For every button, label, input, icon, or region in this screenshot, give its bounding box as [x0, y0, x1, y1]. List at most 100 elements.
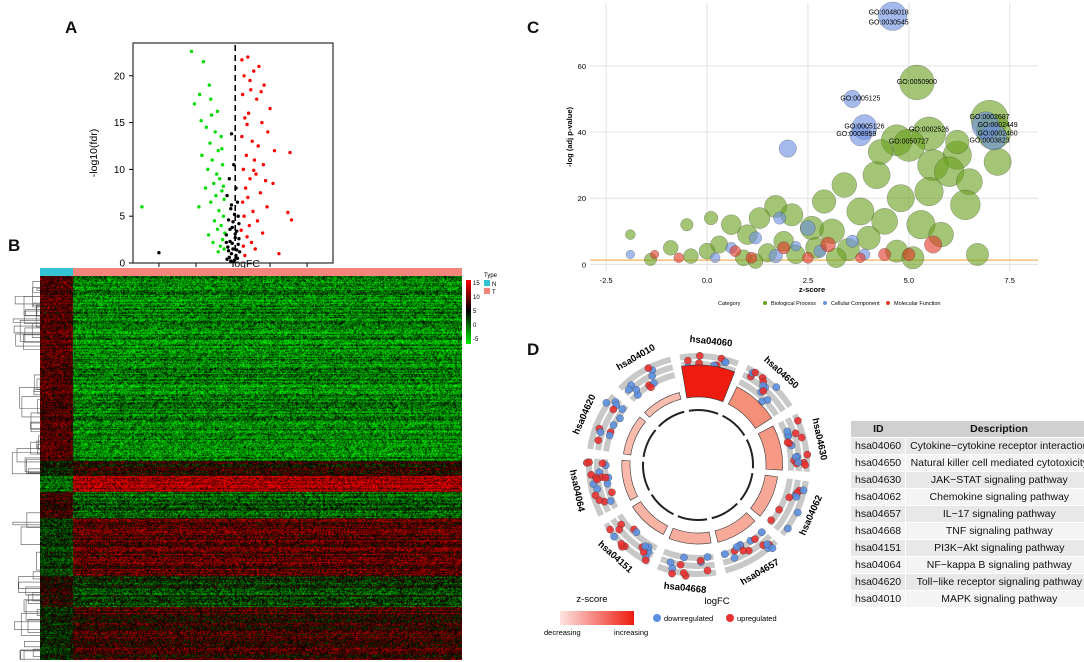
volcano-point-ns: [227, 255, 231, 260]
volcano-point-down: [219, 223, 223, 228]
volcano-point-ns: [226, 249, 231, 253]
sector-band: [603, 521, 651, 566]
table-cell-description: PI3K−Akt signaling pathway: [905, 539, 1084, 557]
dendrogram-branch: [27, 619, 44, 633]
gene-point: [594, 436, 603, 445]
zscore-bar: [632, 501, 669, 535]
volcano-point-up: [252, 69, 256, 73]
volcano-point-up: [266, 130, 270, 134]
go-bubble: [650, 249, 660, 259]
dendrogram-branch: [20, 649, 44, 660]
upregulated-label: upregulated: [737, 614, 777, 623]
dendrogram-branch: [32, 281, 44, 293]
dendrogram-branch: [23, 310, 44, 324]
go-bubble: [846, 197, 875, 226]
volcano-point-down: [140, 205, 144, 209]
go-legend-title: Category: [718, 301, 741, 307]
volcano-point-up: [248, 78, 252, 83]
volcano-point-down: [215, 109, 220, 114]
gene-point: [609, 405, 618, 414]
volcano-point-down: [211, 240, 215, 245]
legend-bp-swatch: [763, 301, 767, 305]
volcano-point-up: [259, 89, 263, 94]
go-bubble: [899, 64, 935, 100]
table-row: hsa04620 Toll−like receptor signaling pat…: [851, 573, 1084, 591]
zscore-high-label: increasing: [614, 628, 648, 637]
volcano-point-up: [289, 218, 294, 222]
volcano-point-down: [219, 134, 223, 139]
volcano-y-axis-label: -log10(fdr): [88, 129, 100, 177]
legend-mf-swatch: [886, 301, 890, 305]
volcano-point-up: [265, 205, 269, 209]
volcano-point-ns: [237, 250, 242, 254]
table-cell-description: MAPK signaling pathway: [905, 590, 1084, 608]
go-bubble: [745, 251, 758, 264]
gene-point: [730, 554, 739, 562]
go-bubble: [812, 189, 837, 214]
scale-tick-15: 15: [473, 281, 480, 287]
volcano-point-ns: [234, 186, 238, 190]
gene-point: [721, 358, 730, 367]
volcano-point-ns: [228, 227, 232, 231]
dendrogram-branch: [33, 374, 44, 392]
dendrogram-branch: [25, 600, 44, 621]
go-bubble: [749, 231, 762, 245]
gene-point: [644, 364, 653, 372]
go-bubble: [777, 241, 791, 255]
inner-ring-segment: [722, 414, 746, 436]
gene-point: [679, 569, 688, 577]
go-term-label: GO:0050900: [897, 79, 937, 86]
dendrogram-branch: [24, 457, 44, 473]
table-cell-id: hsa04010: [851, 590, 907, 608]
y-tick-label: 5: [119, 212, 125, 223]
go-term-label: GO:0002460: [978, 130, 1018, 137]
gene-point: [605, 431, 614, 440]
go-x-tick-label: 7.5: [1005, 276, 1015, 285]
volcano-point-down: [221, 184, 226, 188]
table-row: hsa04630 JAK−STAT signaling pathway: [851, 471, 1084, 489]
volcano-point-up: [246, 55, 250, 59]
go-bubble: [625, 229, 636, 240]
volcano-point-up: [252, 158, 257, 162]
gene-point: [784, 524, 792, 533]
table-row: hsa04062 Chemokine signaling pathway: [851, 488, 1084, 506]
dendrogram-branch: [30, 422, 44, 432]
go-term-label: GO:0002449: [978, 122, 1018, 129]
y-tick-label: 0: [119, 259, 125, 270]
zscore-bar: [750, 474, 778, 517]
table-cell-description: Toll−like receptor signaling pathway: [905, 573, 1084, 591]
gene-point: [758, 528, 766, 536]
zscore-legend: z-score decreasing increasing: [544, 594, 648, 637]
go-bubble: [945, 129, 970, 154]
sector-band: [587, 393, 617, 450]
gene-point: [593, 485, 601, 493]
dendrogram-branch: [25, 586, 44, 596]
volcano-point-up: [253, 247, 257, 251]
go-bubble: [773, 211, 787, 225]
gene-point: [684, 356, 692, 365]
table-cell-description: NF−kappa B signaling pathway: [905, 556, 1084, 574]
table-row: hsa04650 Natural killer cell mediated cyt…: [851, 454, 1084, 472]
legend-mf-label: Molecular Function: [894, 301, 940, 307]
go-y-tick-label: 0: [582, 260, 586, 269]
color-scale-bar: [466, 280, 471, 344]
volcano-point-up: [246, 111, 251, 115]
table-row: hsa04151 PI3K−Akt signaling pathway: [851, 539, 1084, 557]
volcano-point-down: [212, 181, 216, 186]
inner-ring-segment: [658, 410, 685, 428]
volcano-point-down: [197, 92, 202, 97]
table-header-id: ID: [851, 421, 906, 438]
tumor-annotation-bar: [73, 268, 462, 276]
go-term-label: GO:0050727: [889, 139, 929, 146]
volcano-point-up: [277, 251, 281, 256]
zscore-legend-title: z-score: [576, 594, 607, 605]
go-bubble: [820, 236, 836, 253]
gene-point: [632, 528, 641, 536]
gene-point: [803, 450, 812, 459]
volcano-point-down: [222, 197, 226, 202]
volcano-point-down: [220, 163, 225, 167]
volcano-point-ns: [232, 163, 236, 167]
sector-band: [738, 379, 779, 417]
volcano-point-down: [218, 244, 223, 248]
